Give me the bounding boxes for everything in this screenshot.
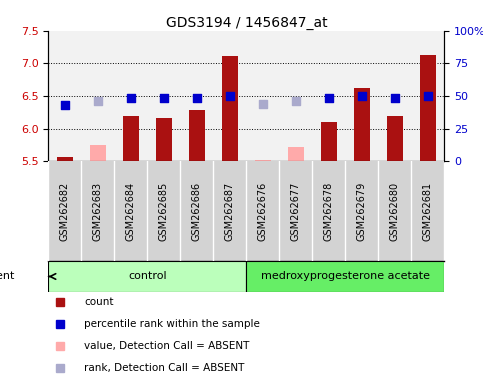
Point bbox=[259, 101, 267, 108]
Text: value, Detection Call = ABSENT: value, Detection Call = ABSENT bbox=[84, 341, 249, 351]
Point bbox=[424, 93, 432, 99]
Text: control: control bbox=[128, 271, 167, 281]
Text: GSM262679: GSM262679 bbox=[357, 182, 367, 241]
Point bbox=[94, 98, 102, 104]
Point bbox=[226, 93, 234, 99]
Text: agent: agent bbox=[0, 271, 14, 281]
Bar bbox=[321, 122, 337, 161]
Text: GSM262677: GSM262677 bbox=[291, 182, 301, 241]
Point bbox=[325, 95, 333, 101]
Point bbox=[193, 95, 201, 101]
Text: GSM262684: GSM262684 bbox=[126, 182, 136, 241]
Text: GSM262685: GSM262685 bbox=[159, 182, 169, 241]
Bar bbox=[48, 261, 246, 292]
Bar bbox=[89, 145, 106, 161]
Point bbox=[391, 95, 399, 101]
Bar bbox=[156, 118, 172, 161]
Text: percentile rank within the sample: percentile rank within the sample bbox=[84, 319, 260, 329]
Bar bbox=[188, 110, 205, 161]
Text: GSM262678: GSM262678 bbox=[324, 182, 334, 241]
Text: GSM262676: GSM262676 bbox=[258, 182, 268, 241]
Point bbox=[358, 93, 366, 99]
Title: GDS3194 / 1456847_at: GDS3194 / 1456847_at bbox=[166, 16, 327, 30]
Text: count: count bbox=[84, 297, 114, 307]
Text: GSM262683: GSM262683 bbox=[93, 182, 103, 241]
Point bbox=[292, 98, 299, 104]
Bar bbox=[246, 261, 444, 292]
Point bbox=[127, 95, 135, 101]
Text: GSM262680: GSM262680 bbox=[390, 182, 400, 241]
Text: medroxyprogesterone acetate: medroxyprogesterone acetate bbox=[261, 271, 430, 281]
Bar bbox=[255, 160, 271, 161]
Bar bbox=[287, 147, 304, 161]
Point bbox=[160, 95, 168, 101]
Bar bbox=[123, 116, 139, 161]
Text: GSM262686: GSM262686 bbox=[192, 182, 202, 241]
Bar bbox=[57, 157, 73, 161]
Bar bbox=[386, 116, 403, 161]
Text: GSM262681: GSM262681 bbox=[423, 182, 433, 241]
Bar bbox=[222, 56, 238, 161]
Bar bbox=[420, 55, 436, 161]
Text: GSM262682: GSM262682 bbox=[60, 182, 70, 241]
Text: GSM262687: GSM262687 bbox=[225, 182, 235, 241]
Bar bbox=[354, 88, 370, 161]
Point bbox=[61, 102, 69, 108]
Text: rank, Detection Call = ABSENT: rank, Detection Call = ABSENT bbox=[84, 363, 244, 373]
